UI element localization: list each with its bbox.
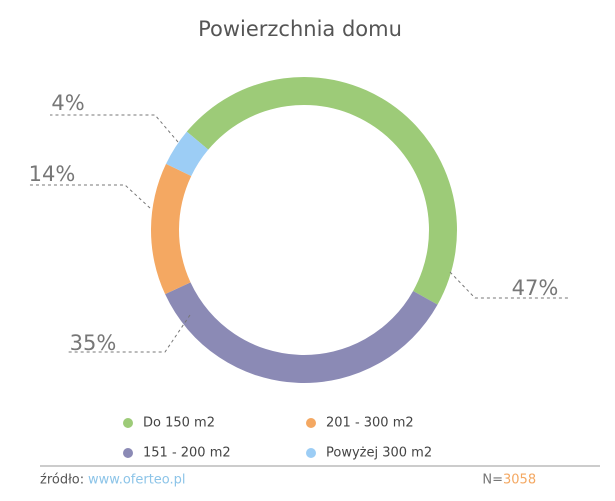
pie-slice — [165, 282, 438, 384]
pie-slice — [166, 131, 209, 176]
source-url[interactable]: www.oferteo.pl — [88, 473, 186, 488]
legend-swatch — [306, 418, 316, 428]
pie-slice — [150, 163, 192, 295]
data-label: 47% — [512, 276, 559, 300]
n-label: N= — [482, 473, 503, 488]
legend-swatch — [123, 448, 133, 458]
source-label: źródło: — [40, 473, 84, 488]
data-label: 14% — [29, 162, 76, 186]
leader-line — [449, 271, 570, 299]
legend-label: 201 - 300 m2 — [326, 416, 414, 431]
leader-line — [68, 314, 191, 353]
chart-title: Powierzchnia domu — [198, 17, 402, 41]
data-label: 4% — [51, 91, 84, 115]
leader-line — [28, 184, 151, 209]
n-value: 3058 — [503, 473, 536, 488]
leader-line — [50, 114, 179, 143]
pie-slice — [186, 77, 457, 305]
legend-label: 151 - 200 m2 — [143, 446, 231, 461]
legend-label: Do 150 m2 — [143, 416, 215, 431]
legend-label: Powyżej 300 m2 — [326, 446, 432, 461]
legend-swatch — [306, 448, 316, 458]
data-label: 35% — [70, 331, 117, 355]
legend-swatch — [123, 418, 133, 428]
